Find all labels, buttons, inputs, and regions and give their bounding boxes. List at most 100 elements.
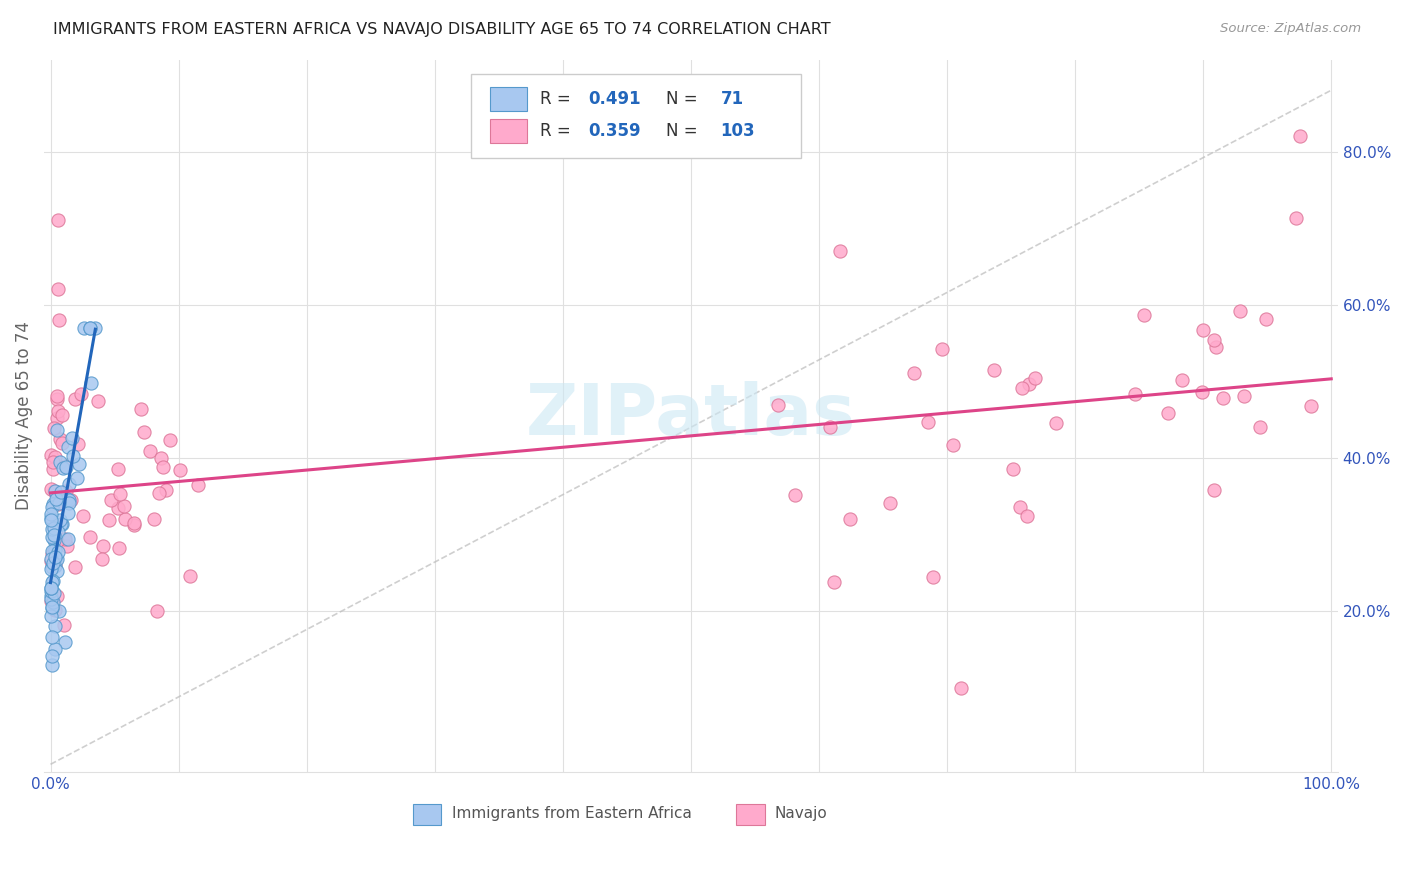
Point bbox=[1017, 508, 1039, 523]
Point bbox=[46, 544, 69, 558]
Point bbox=[44, 533, 66, 548]
Point bbox=[39, 552, 62, 566]
Point bbox=[114, 512, 136, 526]
Point bbox=[53, 459, 76, 474]
Point bbox=[783, 488, 806, 502]
FancyBboxPatch shape bbox=[471, 74, 801, 158]
Point bbox=[1256, 312, 1278, 326]
Point bbox=[42, 587, 65, 601]
Point bbox=[51, 408, 73, 422]
Text: IMMIGRANTS FROM EASTERN AFRICA VS NAVAJO DISABILITY AGE 65 TO 74 CORRELATION CHA: IMMIGRANTS FROM EASTERN AFRICA VS NAVAJO… bbox=[53, 22, 831, 37]
Point bbox=[42, 574, 65, 588]
Point bbox=[59, 492, 82, 507]
Point bbox=[79, 530, 101, 544]
Point bbox=[44, 483, 66, 498]
Point bbox=[44, 543, 66, 558]
Point bbox=[1202, 333, 1225, 347]
Point bbox=[52, 461, 75, 475]
Point bbox=[949, 681, 972, 695]
Point bbox=[142, 512, 165, 526]
Point bbox=[39, 581, 62, 595]
Point bbox=[1299, 399, 1322, 413]
Point bbox=[155, 483, 177, 497]
Point bbox=[148, 485, 170, 500]
Point bbox=[42, 527, 65, 541]
Point bbox=[1212, 392, 1234, 406]
Point bbox=[56, 539, 79, 553]
Text: ZIPatlas: ZIPatlas bbox=[526, 381, 856, 450]
Point bbox=[49, 485, 72, 500]
Point bbox=[1018, 376, 1040, 391]
Point bbox=[41, 609, 63, 624]
Point bbox=[44, 586, 66, 600]
Text: Immigrants from Eastern Africa: Immigrants from Eastern Africa bbox=[451, 805, 692, 821]
Point bbox=[39, 592, 62, 607]
Point bbox=[46, 423, 69, 437]
Point bbox=[942, 438, 965, 452]
Point bbox=[49, 432, 72, 446]
Point bbox=[46, 564, 69, 578]
Point bbox=[1288, 129, 1310, 144]
Text: 0.491: 0.491 bbox=[589, 90, 641, 108]
Point bbox=[44, 619, 66, 633]
Point bbox=[41, 648, 63, 663]
Point bbox=[51, 435, 73, 450]
Point bbox=[917, 415, 939, 429]
Point bbox=[91, 539, 114, 553]
Point bbox=[107, 461, 129, 475]
Point bbox=[41, 522, 63, 536]
Point bbox=[1192, 324, 1215, 338]
Point bbox=[72, 509, 94, 524]
Point bbox=[56, 492, 79, 507]
Point bbox=[1204, 483, 1226, 497]
Point bbox=[179, 569, 201, 583]
Point bbox=[41, 630, 63, 644]
Point bbox=[44, 558, 66, 573]
Point bbox=[67, 457, 90, 471]
Point bbox=[820, 420, 842, 434]
Point bbox=[41, 511, 63, 525]
Point bbox=[44, 549, 66, 564]
Point bbox=[112, 499, 135, 513]
Point bbox=[107, 500, 129, 515]
Point bbox=[58, 492, 80, 507]
Point bbox=[46, 213, 69, 227]
Point bbox=[122, 518, 145, 533]
Point bbox=[84, 320, 107, 334]
Point bbox=[1191, 384, 1213, 399]
Point bbox=[39, 448, 62, 462]
Point bbox=[39, 582, 62, 596]
Point bbox=[768, 398, 790, 412]
Text: N =: N = bbox=[666, 90, 703, 108]
Point bbox=[46, 590, 69, 604]
Point bbox=[983, 363, 1005, 377]
Point bbox=[55, 483, 77, 498]
Point bbox=[41, 543, 63, 558]
Point bbox=[187, 478, 209, 492]
Point bbox=[903, 366, 925, 380]
Point bbox=[39, 554, 62, 568]
Point bbox=[1205, 340, 1227, 354]
Point bbox=[44, 521, 66, 535]
Point bbox=[42, 420, 65, 434]
Point bbox=[86, 394, 108, 409]
Point bbox=[48, 604, 70, 618]
Point bbox=[42, 497, 65, 511]
Point bbox=[108, 541, 131, 555]
Point bbox=[122, 516, 145, 531]
Point bbox=[41, 574, 63, 589]
Point bbox=[879, 496, 901, 510]
Point bbox=[55, 460, 77, 475]
Text: 103: 103 bbox=[721, 122, 755, 140]
Point bbox=[1024, 371, 1046, 385]
FancyBboxPatch shape bbox=[413, 804, 441, 825]
Point bbox=[53, 532, 76, 546]
Point bbox=[42, 542, 65, 557]
Point bbox=[823, 575, 845, 590]
Point bbox=[41, 657, 63, 672]
Text: R =: R = bbox=[540, 122, 575, 140]
Point bbox=[41, 547, 63, 561]
Point bbox=[41, 508, 63, 522]
Point bbox=[53, 634, 76, 648]
Point bbox=[45, 550, 67, 565]
